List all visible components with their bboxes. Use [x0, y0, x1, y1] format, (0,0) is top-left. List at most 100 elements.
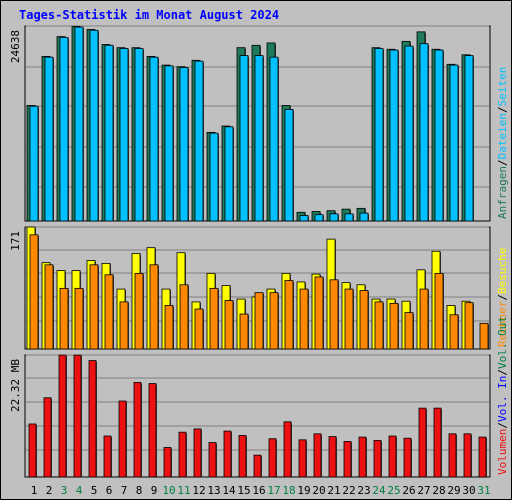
bar-dateien-9	[149, 56, 159, 222]
legend-dateien: Dateien	[496, 113, 509, 159]
bar-volumen-20	[313, 433, 322, 478]
bar-volumen-31	[478, 436, 487, 478]
bar-dateien-18	[284, 109, 294, 222]
bar-dateien-27	[419, 43, 429, 222]
y-axis-label: 171	[9, 231, 22, 251]
bar-dateien-12	[194, 60, 204, 222]
series-legend: Rechner/Besuche	[496, 248, 509, 347]
bar-rechner-20	[314, 276, 324, 350]
legend-volin: Vol. In	[496, 376, 509, 422]
bar-volumen-1	[28, 423, 37, 478]
x-tick-label-11: 11	[177, 484, 190, 497]
bar-dateien-4	[74, 26, 84, 222]
bar-volumen-6	[103, 435, 112, 478]
bar-dateien-6	[104, 44, 114, 222]
x-tick-label-14: 14	[222, 484, 236, 497]
bar-rechner-30	[464, 302, 474, 350]
bar-volumen-10	[163, 447, 172, 478]
bar-rechner-28	[434, 272, 444, 350]
bar-rechner-15	[239, 313, 249, 350]
x-tick-label-2: 2	[46, 484, 53, 497]
bar-dateien-21	[329, 213, 339, 222]
bar-rechner-14	[224, 300, 234, 350]
x-tick-label-4: 4	[76, 484, 83, 497]
x-tick-label-29: 29	[447, 484, 460, 497]
bar-volumen-23	[358, 436, 367, 478]
bar-dateien-8	[134, 48, 144, 222]
x-tick-label-15: 15	[237, 484, 250, 497]
bar-dateien-7	[119, 48, 129, 222]
bar-rechner-1	[29, 234, 39, 350]
x-tick-label-16: 16	[252, 484, 265, 497]
bar-rechner-4	[74, 287, 84, 350]
bar-volumen-21	[328, 436, 337, 478]
bar-dateien-25	[389, 49, 399, 222]
bar-volumen-14	[223, 430, 232, 478]
bar-volumen-27	[418, 407, 427, 478]
bar-rechner-18	[284, 280, 294, 350]
bar-dateien-17	[269, 56, 279, 222]
x-tick-label-12: 12	[192, 484, 205, 497]
bar-volumen-12	[193, 428, 202, 478]
x-tick-label-13: 13	[207, 484, 220, 497]
bar-rechner-8	[134, 272, 144, 350]
bar-volumen-4	[73, 354, 82, 478]
bar-volumen-26	[403, 437, 412, 478]
bar-rechner-26	[404, 312, 414, 350]
bar-rechner-13	[209, 287, 219, 350]
bar-rechner-10	[164, 305, 174, 350]
x-tick-label-26: 26	[402, 484, 415, 497]
bar-volumen-2	[43, 397, 52, 478]
bar-dateien-24	[374, 48, 384, 222]
legend-rechner: Rechner	[496, 300, 509, 347]
bar-dateien-20	[314, 214, 324, 222]
bar-dateien-13	[209, 132, 219, 222]
bar-dateien-19	[299, 215, 309, 222]
bar-volumen-5	[88, 360, 97, 478]
bar-volumen-13	[208, 442, 217, 478]
bar-rechner-31	[479, 322, 489, 350]
bar-rechner-3	[59, 287, 69, 350]
legend-volout: Vol. Out	[496, 316, 509, 369]
bar-dateien-10	[164, 65, 174, 222]
bar-rechner-19	[299, 288, 309, 350]
bar-rechner-25	[389, 302, 399, 350]
bar-rechner-21	[329, 279, 339, 350]
bar-dateien-29	[449, 64, 459, 222]
x-tick-label-3: 3	[61, 484, 68, 497]
bar-volumen-15	[238, 435, 247, 478]
bar-volumen-29	[448, 433, 457, 478]
bar-dateien-16	[254, 55, 264, 222]
x-tick-label-24: 24	[372, 484, 386, 497]
bar-volumen-17	[268, 438, 277, 478]
x-tick-label-21: 21	[327, 484, 340, 497]
bar-dateien-11	[179, 67, 189, 222]
bar-dateien-26	[404, 45, 414, 222]
x-tick-label-27: 27	[417, 484, 430, 497]
bar-volumen-22	[343, 441, 352, 478]
bar-volumen-24	[373, 439, 382, 478]
bar-rechner-6	[104, 274, 114, 350]
bar-rechner-22	[344, 288, 354, 350]
bar-rechner-9	[149, 264, 159, 350]
bar-volumen-8	[133, 382, 142, 478]
y-axis-label: 24638	[9, 30, 22, 63]
bar-volumen-18	[283, 421, 292, 478]
bar-dateien-30	[464, 55, 474, 222]
legend-besuche: Besuche	[496, 248, 509, 294]
x-tick-label-19: 19	[297, 484, 310, 497]
bar-rechner-7	[119, 301, 129, 350]
x-tick-label-22: 22	[342, 484, 355, 497]
bar-dateien-3	[59, 36, 69, 222]
bar-dateien-5	[89, 29, 99, 222]
page-title: Tages-Statistik im Monat August 2024	[19, 8, 280, 22]
x-tick-label-31: 31	[477, 484, 490, 497]
x-tick-label-9: 9	[151, 484, 158, 497]
bar-dateien-15	[239, 55, 249, 222]
bar-dateien-23	[359, 212, 369, 222]
x-tick-label-1: 1	[31, 484, 38, 497]
series-legend: Anfragen/Dateien/Seiten	[496, 67, 509, 219]
bar-rechner-5	[89, 264, 99, 350]
bar-rechner-2	[44, 264, 54, 350]
